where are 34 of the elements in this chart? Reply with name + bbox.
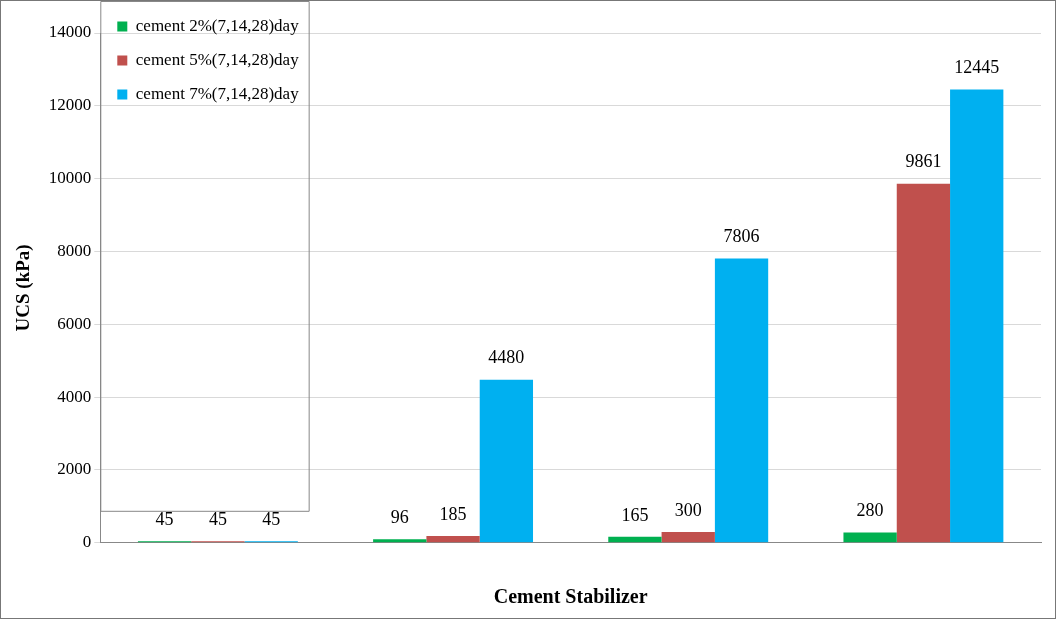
data-label: 185 — [439, 503, 467, 524]
bar — [608, 536, 662, 543]
y-tick-label: 0 — [82, 532, 92, 552]
y-tick-label: 2000 — [57, 459, 92, 479]
y-tick-label: 4000 — [57, 386, 92, 406]
data-label: 280 — [856, 500, 884, 521]
bar — [373, 539, 427, 543]
y-tick-label: 12000 — [48, 95, 92, 115]
data-label: 9861 — [905, 151, 942, 172]
y-tick-label: 14000 — [48, 22, 92, 42]
legend-label: cement 7%(7,14,28)day — [135, 83, 300, 103]
data-label: 165 — [621, 504, 649, 525]
y-tick-label: 6000 — [57, 313, 92, 333]
bar — [479, 379, 534, 543]
data-label: 45 — [208, 508, 227, 529]
legend-label: cement 5%(7,14,28)day — [135, 49, 300, 69]
y-tick-label: 8000 — [57, 240, 92, 260]
bar — [714, 258, 769, 543]
bar — [426, 536, 480, 543]
legend-label: cement 2%(7,14,28)day — [135, 15, 300, 35]
x-axis-title: Cement Stabilizer — [493, 585, 648, 608]
data-label: 96 — [390, 507, 409, 528]
data-label: 12445 — [954, 57, 1000, 78]
y-axis-title: UCS (kPa) — [12, 244, 35, 332]
bar — [896, 183, 951, 543]
bar — [843, 532, 897, 543]
data-label: 45 — [262, 508, 281, 529]
data-label: 300 — [674, 499, 702, 520]
bar — [661, 531, 715, 543]
y-tick-label: 10000 — [48, 168, 92, 188]
data-label: 4480 — [488, 347, 525, 368]
data-label: 7806 — [723, 226, 760, 247]
bar — [950, 89, 1004, 543]
data-label: 45 — [155, 508, 174, 529]
